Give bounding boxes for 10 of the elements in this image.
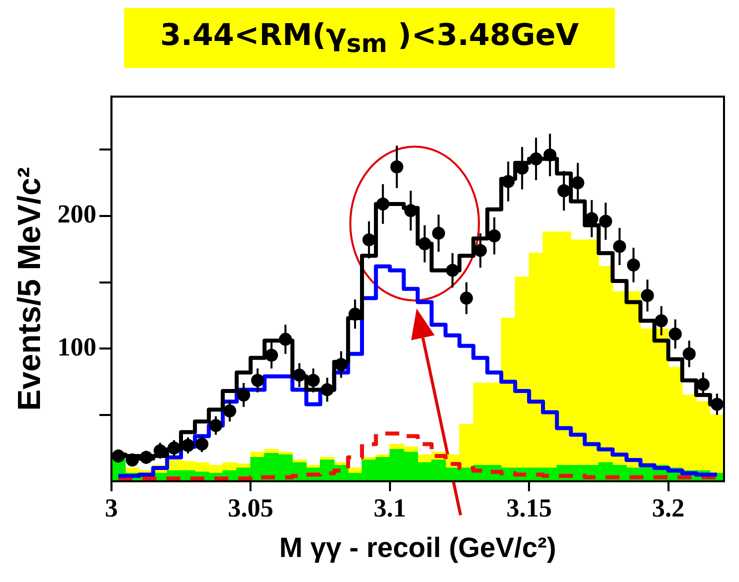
x-axis-title: M γγ - recoil (GeV/c²): [279, 532, 556, 563]
x-tick-label: 3.1: [374, 494, 406, 523]
y-tick-label: 200: [57, 200, 96, 229]
x-tick-label: 3.05: [228, 494, 274, 523]
x-tick-label: 3: [104, 494, 118, 523]
x-tick-label: 3.2: [652, 494, 685, 523]
chart-title: 3.44<RM(γ$_{sm}$ )<3.48GeV: [124, 8, 615, 68]
y-tick-label: 100: [57, 332, 96, 362]
x-tick-label: 3.15: [506, 494, 552, 523]
y-axis-title: Events/5 MeV/c²: [11, 167, 48, 411]
